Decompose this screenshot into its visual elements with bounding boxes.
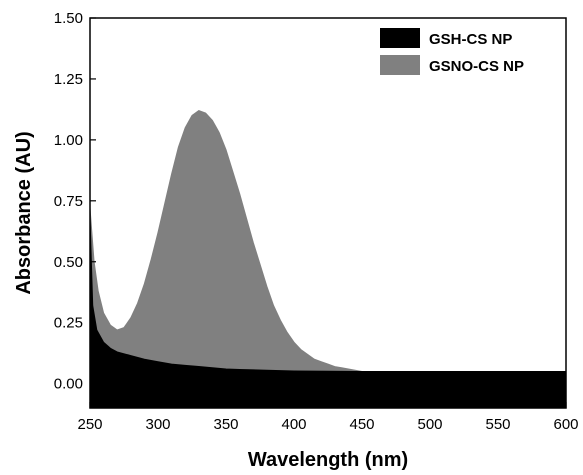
legend: GSH-CS NP GSNO-CS NP [380,28,524,75]
ticks-layer: 250 300 350 400 450 500 550 600 0.00 0.25 0.50 0.75… [54,10,579,433]
x-tick-label: 300 [145,416,170,433]
legend-label-gsh: GSH-CS NP [429,31,512,48]
series-area-gsh-cs-np [90,217,566,408]
x-tick-label: 250 [77,416,102,433]
legend-swatch-gsno [380,55,420,75]
x-tick-label: 550 [485,416,510,433]
y-tick-label: 1.00 [54,132,83,149]
y-tick-label: 1.50 [54,10,83,27]
x-axis-title: Wavelength (nm) [248,449,408,471]
x-tick-label: 400 [281,416,306,433]
series-layer [90,110,566,408]
x-tick-label: 450 [349,416,374,433]
y-tick-label: 0.00 [54,376,83,393]
legend-swatch-gsh [380,28,420,48]
y-tick-label: 0.75 [54,193,83,210]
x-tick-label: 350 [213,416,238,433]
y-tick-label: 0.25 [54,315,83,332]
x-tick-label: 500 [417,416,442,433]
plot-frame [89,17,567,409]
y-tick-label: 1.25 [54,71,83,88]
x-tick-label: 600 [553,416,578,433]
y-tick-label: 0.50 [54,254,83,271]
legend-label-gsno: GSNO-CS NP [429,58,524,75]
y-axis-title: Absorbance (AU) [13,131,35,294]
